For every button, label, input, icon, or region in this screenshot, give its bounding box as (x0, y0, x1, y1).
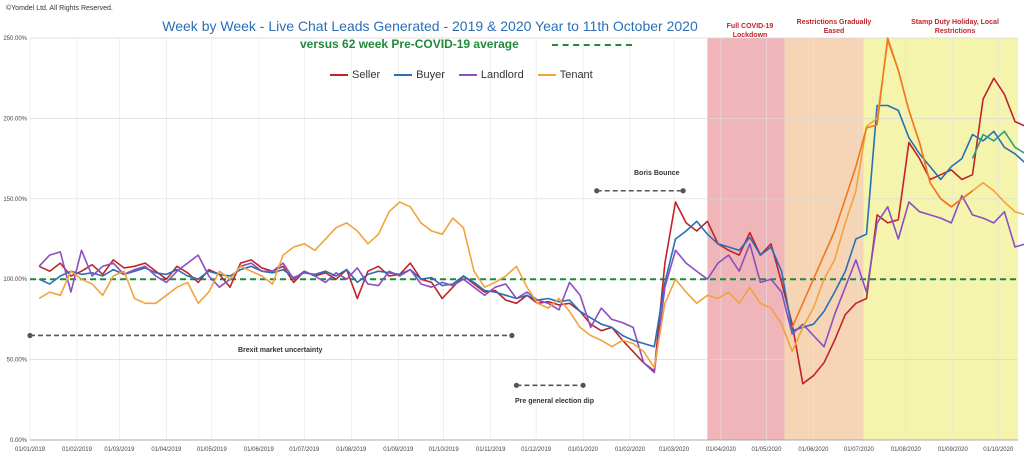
annotation-election-dip: Pre general election dip (515, 398, 594, 405)
legend-item-seller: Seller (330, 69, 380, 81)
x-tick-label-8: 01/09/2019 (383, 447, 414, 453)
legend-item-buyer: Buyer (394, 69, 445, 81)
legend-label-tenant: Tenant (559, 69, 593, 81)
region-label-stamp-duty: Stamp Duty Holiday, Local Restrictions (911, 19, 999, 35)
baseline-legend-dash (552, 44, 632, 46)
copyright-text: ©Yomdel Ltd. All Rights Reserved. (6, 5, 113, 12)
region-label-eased: Restrictions Gradually Eased (796, 19, 872, 35)
x-tick-label-2: 01/03/2019 (104, 447, 135, 453)
x-tick-label-3: 01/04/2019 (151, 447, 182, 453)
annotation-dot-start-1 (513, 382, 520, 388)
x-tick-label-15: 01/04/2020 (706, 447, 737, 453)
x-tick-label-18: 01/07/2020 (844, 447, 875, 453)
y-tick-label-4: 200.00% (3, 116, 27, 122)
legend: Seller Buyer Landlord Tenant (330, 69, 593, 81)
region-label-lockdown: Full COVID-19 Lockdown (726, 23, 774, 39)
region-band-1 (784, 38, 864, 440)
y-tick-label-2: 100.00% (3, 277, 27, 283)
annotation-dot-end-2 (680, 188, 686, 194)
x-tick-label-16: 01/05/2020 (751, 447, 782, 453)
annotation-boris-bounce: Boris Bounce (634, 170, 680, 177)
x-tick-label-17: 01/06/2020 (798, 447, 829, 453)
x-tick-label-1: 01/02/2019 (62, 447, 93, 453)
x-tick-label-12: 01/01/2020 (568, 447, 599, 453)
legend-swatch-landlord (458, 74, 477, 76)
x-tick-label-7: 01/08/2019 (336, 447, 367, 453)
x-tick-label-9: 01/10/2019 (429, 447, 460, 453)
regions-layer (707, 38, 1018, 440)
series-line-overlay-4 (791, 37, 973, 328)
y-tick-label-1: 50.00% (7, 358, 28, 364)
annotation-dot-end-0 (509, 332, 515, 339)
x-tick-label-10: 01/11/2019 (476, 447, 506, 453)
annotation-dot-start-0 (27, 332, 33, 339)
region-band-2 (863, 38, 1018, 440)
y-tick-label-5: 250.00% (3, 36, 27, 42)
chart-title: Week by Week - Live Chat Leads Generated… (162, 18, 698, 34)
series-line-landlord (38, 194, 1024, 374)
legend-swatch-seller (330, 74, 348, 76)
x-tick-label-0: 01/01/2019 (15, 447, 46, 453)
legend-label-buyer: Buyer (416, 69, 445, 81)
legend-swatch-buyer (394, 74, 413, 76)
x-tick-label-21: 01/10/2020 (983, 447, 1014, 453)
x-tick-label-19: 01/08/2020 (891, 447, 922, 453)
series-layer (38, 37, 1024, 385)
legend-label-landlord: Landlord (480, 69, 524, 81)
chart-subtitle: versus 62 week Pre-COVID-19 average (300, 37, 519, 51)
x-tick-label-5: 01/06/2019 (244, 447, 275, 453)
x-tick-label-14: 01/03/2020 (659, 447, 690, 453)
annotations-layer (27, 188, 686, 388)
series-line-overlay-5 (971, 130, 1024, 159)
legend-swatch-tenant (537, 74, 556, 76)
x-tick-label-20: 01/09/2020 (938, 447, 969, 453)
annotation-dot-end-1 (580, 382, 586, 388)
legend-label-seller: Seller (352, 69, 381, 81)
x-tick-label-13: 01/02/2020 (615, 447, 646, 453)
x-tick-label-11: 01/12/2019 (521, 447, 552, 453)
annotation-brexit: Brexit market uncertainty (238, 347, 323, 354)
annotation-dot-start-2 (594, 188, 600, 194)
legend-item-landlord: Landlord (458, 69, 524, 81)
x-tick-label-6: 01/07/2019 (289, 447, 320, 453)
legend-item-tenant: Tenant (537, 69, 593, 81)
x-tick-label-4: 01/05/2019 (197, 447, 228, 453)
y-tick-label-0: 0.00% (10, 438, 28, 444)
y-tick-label-3: 150.00% (3, 197, 27, 203)
